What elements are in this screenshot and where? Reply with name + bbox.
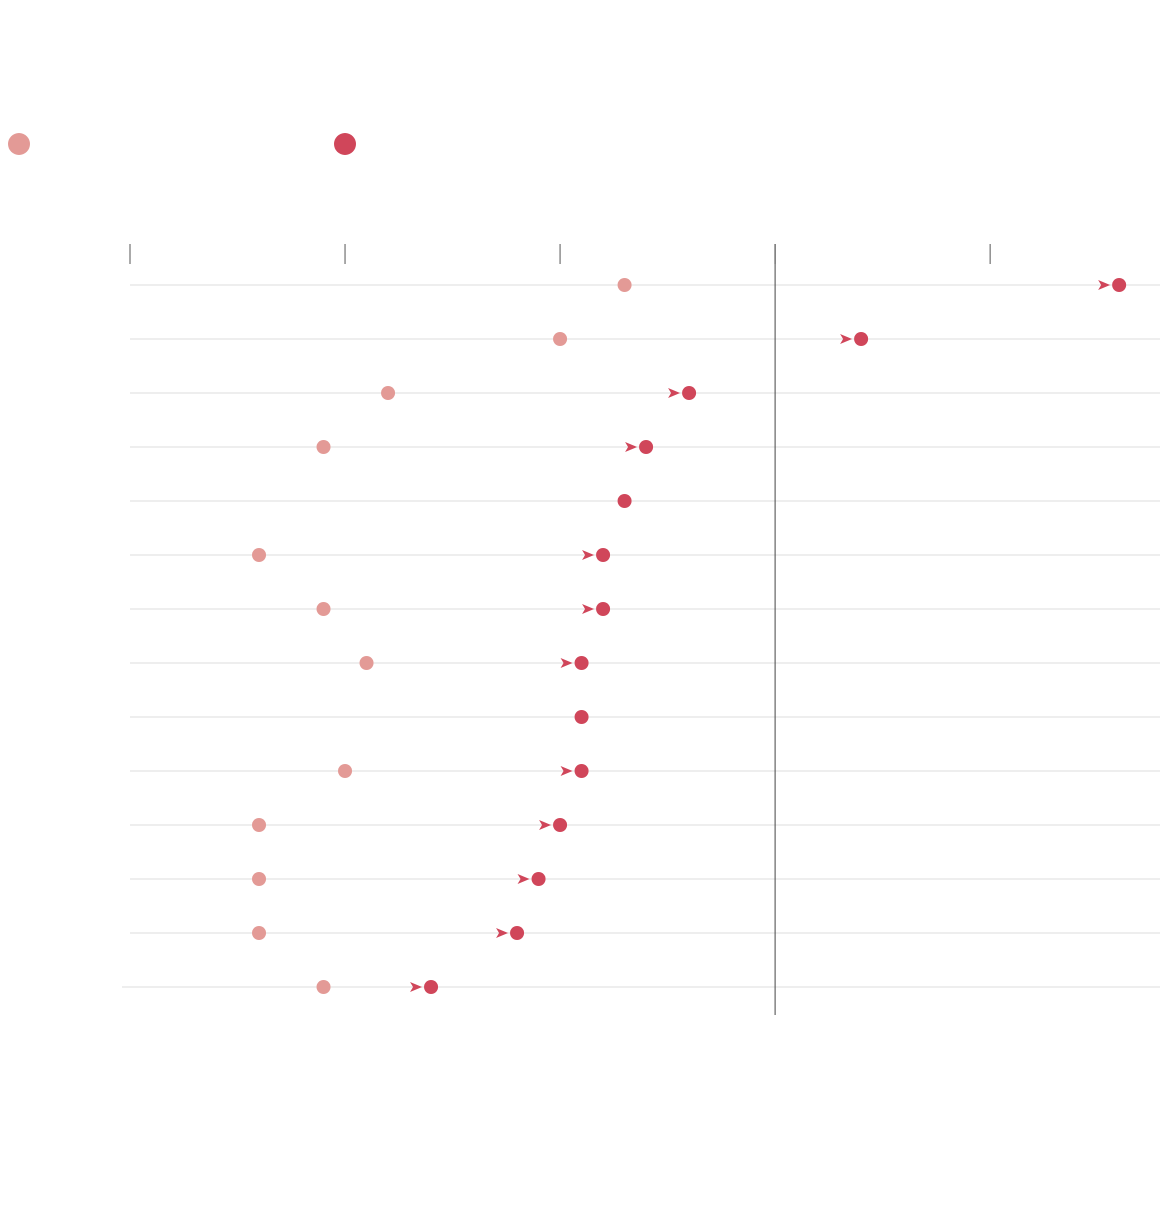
arrow-head	[625, 442, 638, 452]
end-dot	[553, 818, 568, 832]
end-dot	[682, 386, 697, 400]
start-dot	[252, 926, 267, 940]
start-dot	[252, 548, 267, 562]
arrow-head	[517, 874, 530, 884]
arrow-head	[840, 334, 853, 344]
end-dot	[1112, 278, 1127, 292]
end-dot	[596, 602, 611, 616]
end-dot	[596, 548, 611, 562]
arrow-head	[582, 550, 595, 560]
end-dot	[574, 656, 589, 670]
end-dot	[424, 980, 439, 994]
end-dot	[531, 872, 546, 886]
legend-dot	[8, 133, 30, 155]
start-dot	[359, 656, 374, 670]
start-dot	[252, 818, 267, 832]
arrow-head	[539, 820, 552, 830]
arrow-head	[1098, 280, 1111, 290]
start-dot	[252, 872, 267, 886]
end-dot	[510, 926, 525, 940]
arrow-head	[560, 658, 573, 668]
end-dot	[574, 710, 589, 724]
start-dot	[338, 764, 353, 778]
arrow-head	[582, 604, 595, 614]
end-dot	[617, 494, 632, 508]
legend-dot	[334, 133, 356, 155]
start-dot	[316, 440, 331, 454]
arrow-head	[496, 928, 509, 938]
arrow-head	[668, 388, 681, 398]
end-dot	[574, 764, 589, 778]
end-dot	[639, 440, 654, 454]
arrow-head	[410, 982, 423, 992]
start-dot	[316, 602, 331, 616]
start-dot	[316, 980, 331, 994]
start-dot	[553, 332, 568, 346]
arrow-head	[560, 766, 573, 776]
start-dot	[617, 278, 632, 292]
end-dot	[854, 332, 869, 346]
start-dot	[381, 386, 396, 400]
